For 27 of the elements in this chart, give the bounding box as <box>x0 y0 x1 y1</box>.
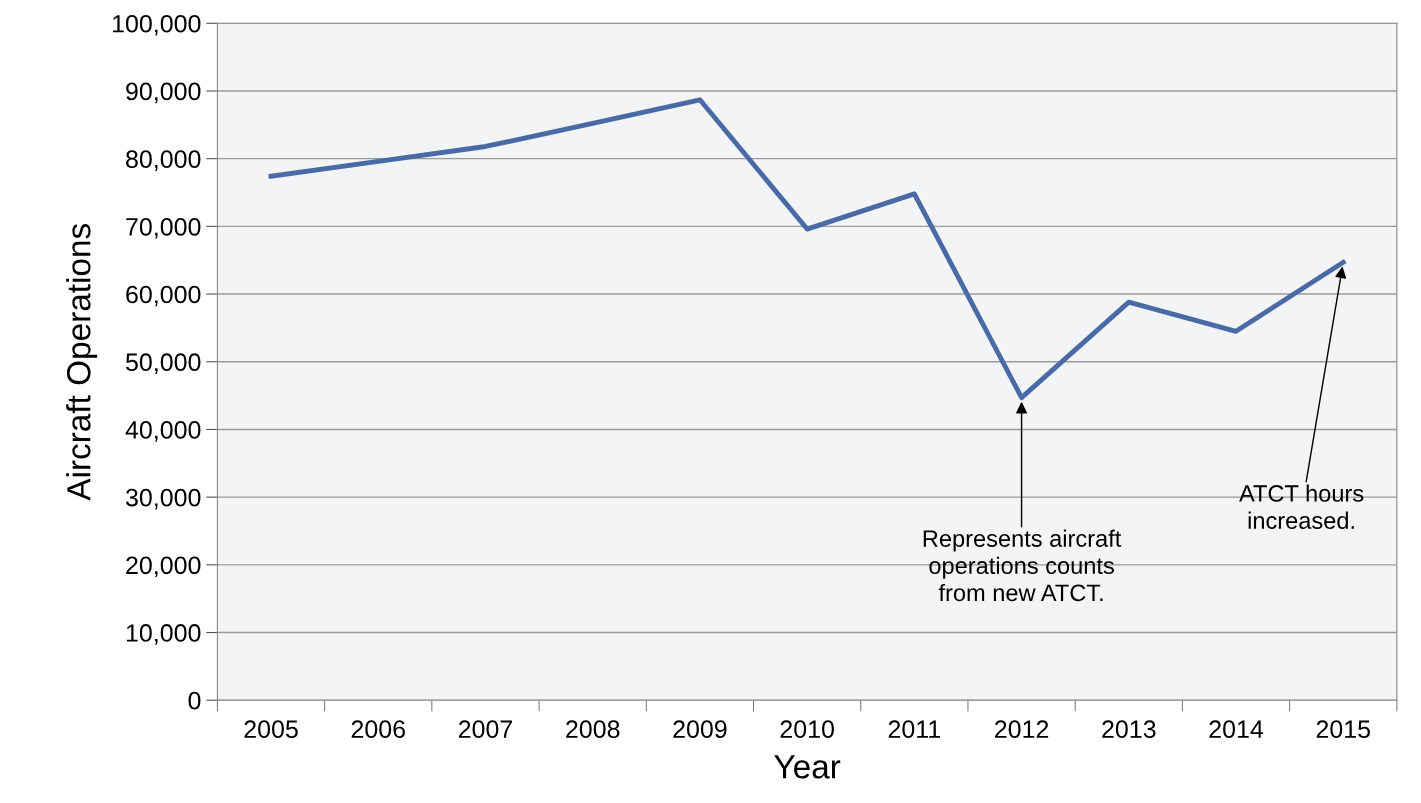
x-tick-label: 2011 <box>888 720 941 739</box>
x-tick-label: 2012 <box>995 720 1049 739</box>
x-tick-label: 2009 <box>673 720 727 739</box>
line-series <box>268 97 1346 401</box>
annotation: Represents aircraft operations counts from new ATCT. <box>923 529 1122 602</box>
x-tick-label: 2008 <box>566 720 620 739</box>
annotation: ATCT hours increased. <box>1239 484 1364 529</box>
x-tick-label: 2007 <box>458 720 513 739</box>
y-tick-label: 10,000 <box>126 624 201 645</box>
x-tick-label: 2010 <box>780 720 834 739</box>
y-tick-label: 20,000 <box>126 556 201 578</box>
x-tick-label: 2005 <box>244 720 298 739</box>
y-tick-label: 40,000 <box>125 421 201 442</box>
y-axis-title: Aircraft Operations <box>66 224 98 501</box>
y-tick-label: 30,000 <box>125 488 201 510</box>
y-tick-label: 50,000 <box>125 353 201 375</box>
x-axis-title: Year <box>774 755 841 779</box>
y-tick-label: 90,000 <box>126 82 201 104</box>
x-tick-label: 2006 <box>351 720 405 739</box>
y-tick-label: 0 <box>188 691 201 710</box>
y-tick-label: 100,000 <box>112 14 201 36</box>
y-tick-label: 70,000 <box>126 217 201 239</box>
x-tick-label: 2015 <box>1316 720 1370 739</box>
x-tick-label: 2014 <box>1209 720 1264 739</box>
y-tick-label: 80,000 <box>126 150 201 171</box>
x-tick-label: 2013 <box>1102 720 1156 739</box>
y-tick-label: 60,000 <box>126 285 201 307</box>
